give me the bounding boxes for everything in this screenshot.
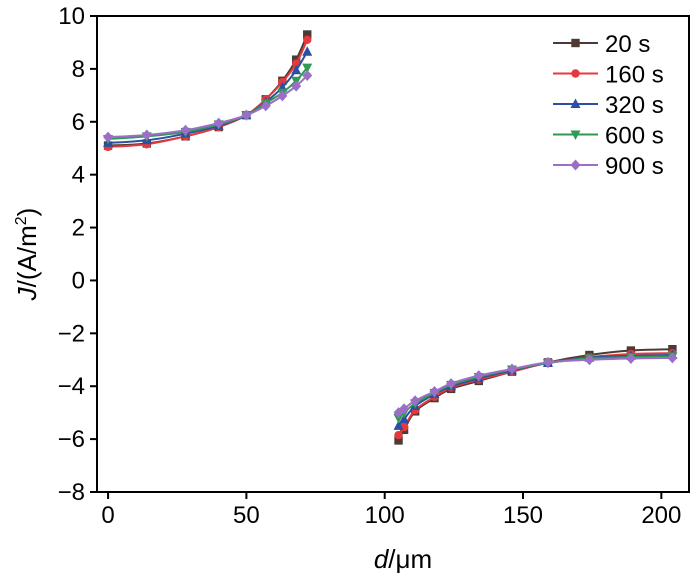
data-point-20-s — [303, 30, 312, 39]
x-axis-title-symbol: d — [374, 544, 390, 574]
x-axis-title: d/μm — [374, 544, 432, 574]
data-point-600-s — [393, 413, 404, 424]
x-tick-label: 150 — [503, 502, 543, 529]
x-axis-title-unit: /μm — [388, 544, 432, 574]
y-axis-title-unit: /(A/m — [12, 225, 42, 287]
series-160-s — [103, 35, 677, 440]
plot-frame — [96, 15, 690, 493]
x-tick-label: 50 — [233, 502, 260, 529]
series-line-600-s-segment-1 — [107, 66, 309, 140]
legend-marker-320-s — [570, 98, 581, 108]
y-tick-label: 4 — [72, 162, 85, 189]
data-point-900-s — [446, 378, 457, 390]
data-point-900-s — [213, 117, 224, 129]
y-tick-label: 0 — [72, 267, 85, 294]
legend-label-160-s: 160 s — [605, 62, 664, 89]
data-point-900-s — [473, 370, 484, 382]
axes: 0 50 100 150 200 −8 −6 −4 −2 0 2 4 6 8 10 — [58, 3, 690, 529]
legend-label-900-s: 900 s — [605, 153, 664, 180]
legend-label-600-s: 600 s — [605, 123, 664, 150]
series-600-s — [103, 63, 678, 424]
y-tick-label: 10 — [58, 3, 85, 30]
data-point-900-s — [277, 90, 288, 102]
data-point-160-s — [303, 35, 312, 44]
y-tick-label: 2 — [72, 215, 85, 242]
data-point-160-s — [394, 430, 403, 440]
x-tick-label: 100 — [365, 502, 405, 529]
data-point-900-s — [410, 395, 421, 407]
y-tick-label: −6 — [58, 426, 85, 453]
legend-label-320-s: 320 s — [605, 92, 664, 119]
data-point-900-s — [625, 352, 636, 364]
series-line-600-s-segment-2 — [397, 355, 673, 419]
plot-area — [103, 30, 678, 445]
data-point-320-s — [302, 46, 313, 56]
data-point-900-s — [399, 403, 410, 415]
legend: 20 s 160 s 320 s 600 s 900 s — [553, 31, 664, 180]
series-line-320-s-segment-1 — [107, 51, 309, 144]
legend-marker-900-s — [570, 159, 581, 171]
data-point-900-s — [429, 386, 440, 398]
y-tick-label: 8 — [72, 56, 85, 83]
data-point-900-s — [103, 131, 114, 143]
data-point-900-s — [667, 352, 678, 364]
legend-marker-160-s — [571, 69, 580, 78]
y-axis-title-superscript: 2 — [13, 216, 30, 225]
data-point-900-s — [260, 100, 271, 112]
series-20-s — [103, 30, 677, 445]
y-tick-label: 6 — [72, 109, 85, 136]
legend-label-20-s: 20 s — [605, 31, 650, 58]
data-point-900-s — [180, 124, 191, 136]
data-point-600-s — [302, 63, 313, 74]
y-tick-label: −8 — [58, 479, 85, 506]
data-point-900-s — [584, 354, 595, 366]
data-point-320-s — [291, 64, 302, 75]
data-point-320-s — [393, 420, 404, 430]
y-axis-title-close: ) — [12, 208, 42, 217]
y-axis-title: J/(A/m2) — [12, 208, 42, 302]
x-tick-label: 0 — [101, 502, 114, 529]
data-point-900-s — [506, 363, 517, 375]
data-point-900-s — [241, 109, 252, 121]
data-point-900-s — [542, 356, 553, 368]
data-point-900-s — [302, 70, 313, 81]
data-point-900-s — [291, 80, 302, 92]
y-tick-label: −2 — [58, 320, 85, 347]
x-tick-label: 200 — [641, 502, 681, 529]
data-point-900-s — [141, 129, 152, 141]
data-point-320-s — [399, 413, 410, 424]
series-900-s — [103, 70, 678, 419]
legend-marker-600-s — [570, 130, 581, 140]
data-point-20-s — [394, 436, 403, 445]
y-axis-title-symbol: J — [12, 286, 42, 301]
legend-marker-20-s — [571, 38, 580, 48]
y-tick-label: −4 — [58, 373, 85, 400]
